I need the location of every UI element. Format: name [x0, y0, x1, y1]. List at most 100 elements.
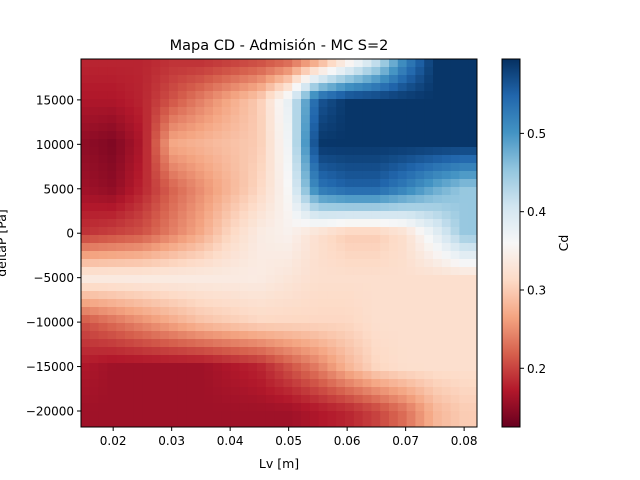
- heatmap-cell: [221, 123, 232, 132]
- heatmap-cell: [301, 395, 311, 404]
- heatmap-cell: [371, 179, 381, 188]
- heatmap-cell: [195, 403, 205, 412]
- heatmap-cell: [186, 371, 196, 380]
- heatmap-cell: [301, 107, 311, 116]
- heatmap-cell: [301, 243, 311, 252]
- heatmap-cell: [468, 219, 477, 228]
- heatmap-cell: [98, 235, 108, 244]
- heatmap-cell: [125, 187, 135, 196]
- colorbar-tick-label: 0.3: [527, 283, 546, 297]
- heatmap-cell: [397, 259, 408, 268]
- heatmap-cell: [327, 243, 337, 252]
- heatmap-cell: [406, 403, 416, 412]
- heatmap-cell: [230, 203, 240, 212]
- heatmap-cell: [204, 395, 214, 404]
- heatmap-cell: [345, 171, 355, 180]
- heatmap-cell: [248, 123, 258, 132]
- heatmap-cell: [309, 243, 320, 252]
- heatmap-cell: [177, 115, 188, 124]
- x-tick-label: 0.07: [392, 434, 419, 448]
- heatmap-cell: [415, 267, 425, 276]
- heatmap-cell: [459, 243, 469, 252]
- heatmap-cell: [327, 163, 337, 172]
- heatmap-cell: [309, 99, 320, 108]
- heatmap-cell: [433, 371, 443, 380]
- heatmap-cell: [133, 195, 144, 204]
- heatmap-cell: [371, 219, 381, 228]
- heatmap-cell: [81, 219, 91, 228]
- heatmap-cell: [353, 387, 364, 396]
- heatmap-cell: [160, 107, 170, 116]
- heatmap-cell: [274, 315, 284, 324]
- heatmap-cell: [116, 91, 126, 100]
- heatmap-cell: [433, 107, 443, 116]
- heatmap-cell: [142, 227, 152, 236]
- heatmap-cell: [389, 203, 399, 212]
- heatmap-cell: [239, 291, 249, 300]
- heatmap-cell: [397, 83, 408, 92]
- heatmap-cell: [415, 259, 425, 268]
- heatmap-cell: [450, 131, 460, 140]
- heatmap-cell: [133, 291, 144, 300]
- heatmap-cell: [424, 99, 434, 108]
- heatmap-cell: [309, 387, 320, 396]
- heatmap-cell: [468, 179, 477, 188]
- heatmap-cell: [301, 283, 311, 292]
- heatmap-cell: [107, 187, 117, 196]
- heatmap-cell: [345, 259, 355, 268]
- heatmap-cell: [213, 347, 223, 356]
- heatmap-cell: [213, 59, 223, 68]
- heatmap-cell: [160, 115, 170, 124]
- heatmap-cell: [213, 163, 223, 172]
- heatmap-cell: [169, 299, 179, 308]
- heatmap-cell: [415, 419, 425, 427]
- heatmap-cell: [371, 363, 381, 372]
- heatmap-cell: [239, 307, 249, 316]
- heatmap-cell: [468, 411, 477, 420]
- heatmap-cell: [380, 339, 390, 348]
- heatmap-cell: [186, 59, 196, 68]
- heatmap-cell: [89, 83, 100, 92]
- heatmap-cell: [380, 355, 390, 364]
- heatmap-cell: [89, 99, 100, 108]
- heatmap-cell: [204, 371, 214, 380]
- heatmap-cell: [424, 403, 434, 412]
- heatmap-cell: [186, 107, 196, 116]
- heatmap-cell: [142, 131, 152, 140]
- heatmap-cell: [133, 211, 144, 220]
- heatmap-cell: [239, 123, 249, 132]
- heatmap-cell: [327, 99, 337, 108]
- heatmap-cell: [125, 107, 135, 116]
- heatmap-cell: [239, 275, 249, 284]
- heatmap-cell: [142, 219, 152, 228]
- heatmap-cell: [415, 291, 425, 300]
- heatmap-cell: [89, 339, 100, 348]
- heatmap-cell: [274, 155, 284, 164]
- heatmap-cell: [204, 107, 214, 116]
- heatmap-cell: [221, 67, 232, 76]
- heatmap-cell: [292, 139, 302, 148]
- heatmap-cell: [89, 91, 100, 100]
- heatmap-cell: [274, 371, 284, 380]
- heatmap-cell: [389, 251, 399, 260]
- heatmap-cell: [213, 403, 223, 412]
- heatmap-cell: [424, 179, 434, 188]
- heatmap-cell: [283, 339, 293, 348]
- heatmap-cell: [371, 323, 381, 332]
- heatmap-cell: [424, 171, 434, 180]
- heatmap-cell: [213, 187, 223, 196]
- heatmap-cell: [397, 235, 408, 244]
- heatmap-cell: [362, 91, 372, 100]
- heatmap-cell: [98, 387, 108, 396]
- heatmap-cell: [151, 59, 161, 68]
- heatmap-cell: [239, 283, 249, 292]
- heatmap-cell: [125, 371, 135, 380]
- heatmap-cell: [186, 307, 196, 316]
- heatmap-cell: [397, 163, 408, 172]
- heatmap-cell: [221, 419, 232, 427]
- heatmap-cell: [309, 227, 320, 236]
- heatmap-cell: [81, 171, 91, 180]
- heatmap-cell: [441, 195, 452, 204]
- heatmap-cell: [406, 203, 416, 212]
- heatmap-cell: [433, 131, 443, 140]
